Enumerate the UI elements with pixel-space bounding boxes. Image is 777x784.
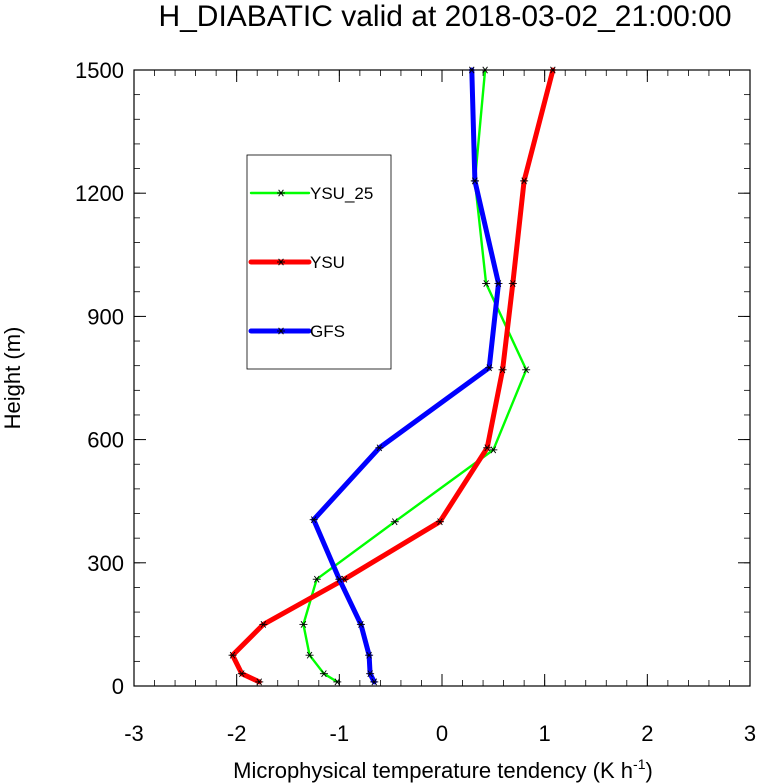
marker-stroke [484, 444, 490, 452]
x-axis-title-main: Microphysical temperature tendency (K h [233, 758, 633, 783]
marker-stroke [300, 620, 307, 628]
data-point-gfs [470, 177, 479, 185]
marker-stroke [371, 678, 378, 686]
x-axis-title-tail: ) [645, 758, 652, 783]
y-axis-title: Height (m) [0, 327, 25, 430]
marker-stroke [278, 189, 284, 197]
marker-stroke [376, 444, 383, 452]
data-point-ysu [435, 518, 444, 526]
legend-label-gfs: GFS [310, 322, 345, 341]
x-tick-label: -2 [227, 721, 247, 746]
marker-stroke [229, 651, 236, 659]
marker-stroke [523, 366, 529, 374]
x-tick-label: 3 [744, 721, 756, 746]
marker-stroke [306, 651, 313, 659]
plot-frame [133, 69, 751, 687]
data-point-gfs [375, 444, 384, 452]
x-tick-label: -1 [330, 721, 350, 746]
data-point-gfs [356, 620, 365, 628]
marker-stroke [336, 575, 343, 583]
marker-stroke [472, 177, 478, 185]
data-point-ysu-25 [305, 651, 314, 659]
data-point-ysu [237, 670, 246, 678]
data-point-ysu-25 [299, 620, 308, 628]
y-tick-label: 0 [112, 674, 124, 699]
data-point-ysu [228, 651, 237, 659]
legend-label-ysu: YSU [310, 253, 345, 272]
marker-stroke [483, 280, 489, 288]
marker-stroke [486, 364, 492, 372]
major-ticks [133, 69, 751, 687]
data-point-gfs [335, 575, 344, 583]
x-tick-label: -3 [124, 721, 144, 746]
y-tick-labels: 0 300 600 900 1200 1500 [75, 58, 124, 699]
data-point-gfs [485, 364, 494, 372]
y-tick-label: 600 [87, 428, 124, 453]
data-point-gfs [365, 651, 374, 659]
y-tick-label: 1200 [75, 181, 124, 206]
marker-stroke [367, 670, 373, 678]
series-layer [228, 66, 557, 686]
data-point-gfs [366, 670, 375, 678]
data-point-ysu [259, 620, 268, 628]
data-point-ysu-25 [312, 575, 321, 583]
data-point-gfs [309, 516, 318, 524]
marker-stroke [358, 620, 364, 628]
x-tick-labels: -3 -2 -1 0 1 2 3 [124, 721, 756, 746]
minor-ticks [133, 69, 751, 687]
marker-stroke [313, 575, 320, 583]
marker-stroke [392, 518, 398, 526]
x-tick-label: 0 [436, 721, 448, 746]
data-point-ysu-25 [333, 678, 342, 686]
marker-stroke [310, 516, 317, 524]
legend: YSU_25 YSU GFS [246, 154, 392, 370]
data-point-ysu [498, 366, 507, 374]
marker-stroke [278, 258, 284, 266]
chart-title: H_DIABATIC valid at 2018-03-02_21:00:00 [158, 0, 731, 33]
marker-stroke [321, 670, 327, 678]
data-point-gfs [370, 678, 379, 686]
x-tick-label: 2 [641, 721, 653, 746]
marker-stroke [334, 678, 341, 686]
data-point-ysu-25 [319, 670, 328, 678]
y-tick-label: 1500 [75, 58, 124, 83]
legend-marker-ysu-25 [277, 189, 285, 197]
marker-stroke [510, 280, 516, 288]
x-tick-label: 1 [539, 721, 551, 746]
marker-stroke [490, 446, 497, 454]
data-point-ysu [520, 177, 529, 185]
data-point-ysu [255, 678, 264, 686]
data-point-ysu-25 [489, 446, 498, 454]
marker-stroke [256, 678, 263, 686]
marker-stroke [521, 177, 527, 185]
data-point-ysu [483, 444, 492, 452]
y-tick-label: 300 [87, 551, 124, 576]
marker-stroke [499, 366, 506, 374]
marker-stroke [495, 280, 502, 288]
marker-stroke [278, 327, 284, 335]
legend-label-ysu-25: YSU_25 [310, 184, 373, 203]
legend-marker-gfs [277, 327, 285, 335]
marker-stroke [366, 651, 372, 659]
data-point-ysu-25 [390, 518, 399, 526]
y-tick-label: 900 [87, 304, 124, 329]
legend-marker-ysu [277, 258, 285, 266]
data-point-gfs [494, 280, 503, 288]
marker-stroke [437, 518, 443, 526]
data-point-ysu-25 [482, 280, 491, 288]
marker-stroke [260, 620, 267, 628]
marker-stroke [239, 670, 245, 678]
data-point-ysu-25 [522, 366, 531, 374]
x-axis-title-superscript: -1 [633, 756, 646, 772]
x-axis-title: Microphysical temperature tendency (K h-… [233, 756, 653, 783]
data-point-ysu [508, 280, 517, 288]
